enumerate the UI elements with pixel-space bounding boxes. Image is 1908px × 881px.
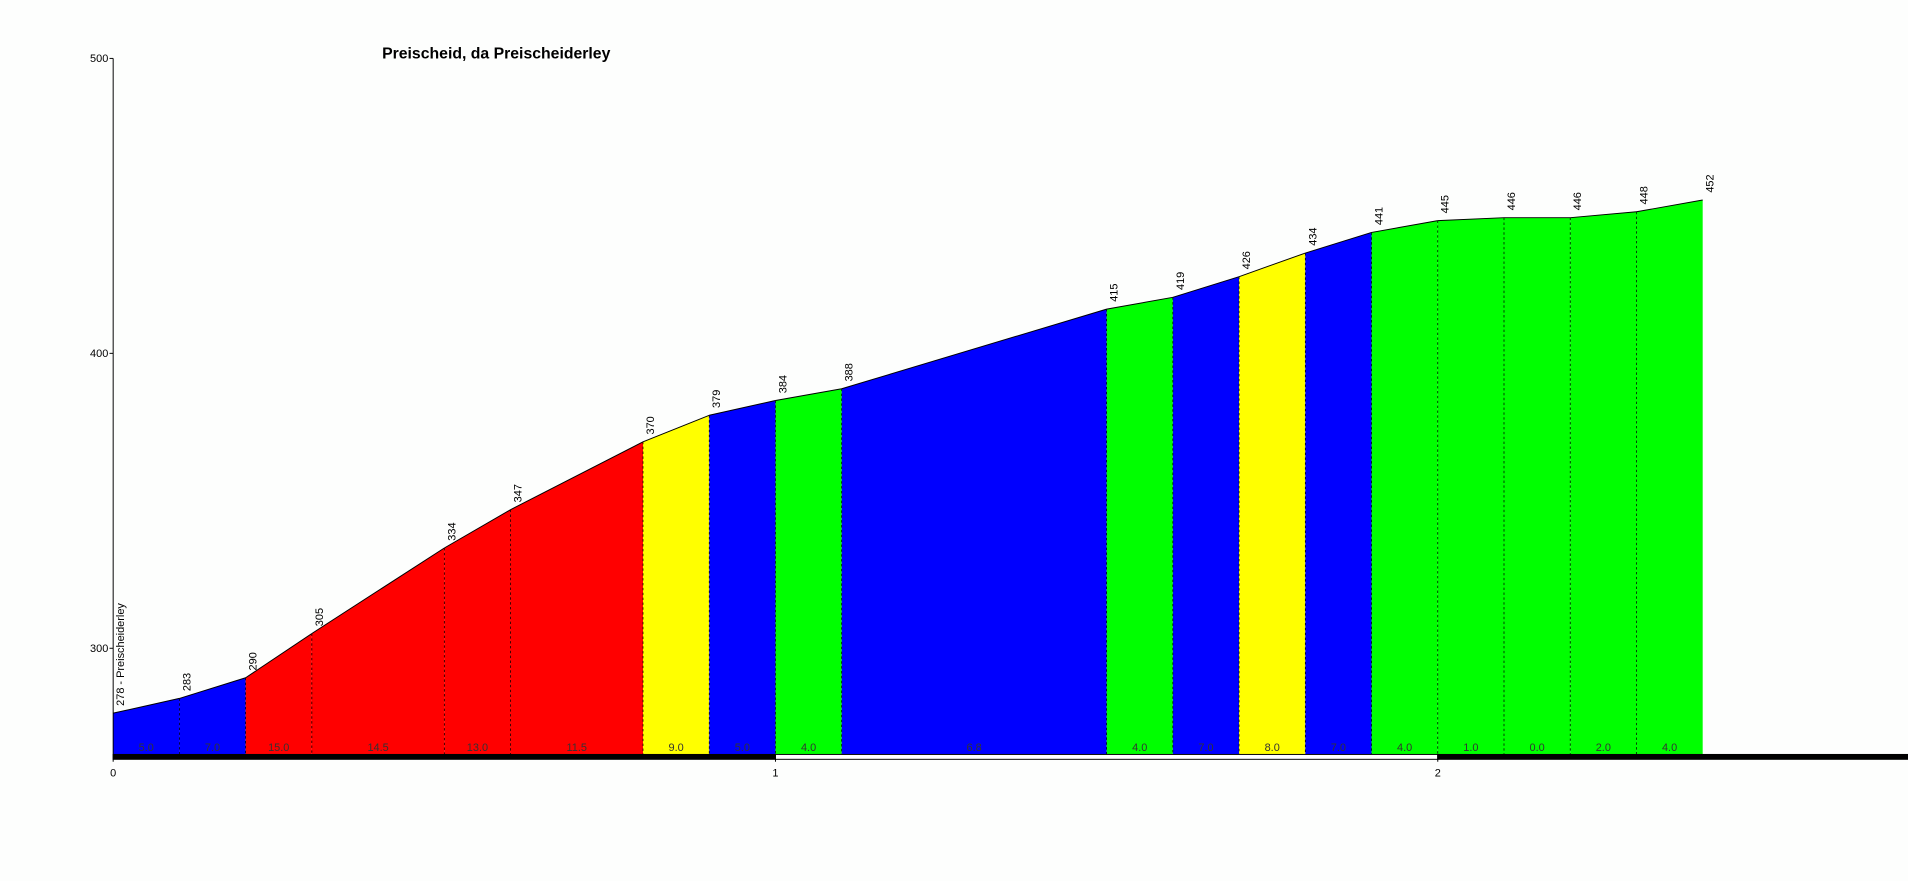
profile-edge xyxy=(1238,252,1306,278)
elevation-label: 305 xyxy=(314,608,326,626)
segment xyxy=(1570,211,1637,755)
elevation-label: 290 xyxy=(248,652,260,670)
segment-gradient: 8.0 xyxy=(1265,742,1280,754)
segment xyxy=(841,309,1107,755)
segment-gradient: 9.0 xyxy=(669,742,684,754)
y-tick-label: 400 xyxy=(90,348,108,360)
segment-gradient: 14.5 xyxy=(367,742,388,754)
segment-gradient: 15.0 xyxy=(268,742,289,754)
profile-edge xyxy=(1437,217,1505,222)
segment-gradient: 5.0 xyxy=(139,742,154,754)
segment xyxy=(1305,232,1372,755)
profile-edge xyxy=(113,697,180,714)
elevation-label: 434 xyxy=(1307,228,1319,246)
segment xyxy=(1636,199,1703,755)
segment-gradient: 4.0 xyxy=(1132,742,1147,754)
elevation-label: 446 xyxy=(1506,192,1518,210)
segment-gradient: 7.0 xyxy=(1198,742,1213,754)
segment-gradient: 4.0 xyxy=(1397,742,1412,754)
elevation-label: 448 xyxy=(1638,186,1650,204)
profile-edge xyxy=(179,677,246,699)
profile-edge xyxy=(311,547,445,634)
segment xyxy=(1503,217,1571,755)
elevation-label: 452 xyxy=(1705,174,1717,192)
segment-gradient: 7.0 xyxy=(205,742,220,754)
elevation-label: 384 xyxy=(777,375,789,393)
elevation-label: 283 xyxy=(181,673,193,691)
segment-gradient: 6.8 xyxy=(967,742,982,754)
segment-gradient: 0.0 xyxy=(1530,742,1545,754)
segment-gradient: 4.0 xyxy=(801,742,816,754)
x-tick-label: 0 xyxy=(110,767,116,779)
profile-edge xyxy=(642,414,710,443)
profile-edge xyxy=(444,509,511,549)
segment xyxy=(245,633,312,755)
profile-edge xyxy=(841,308,1107,390)
segment-gradient: 5.0 xyxy=(735,742,750,754)
segment-gradient: 13.0 xyxy=(467,742,488,754)
profile-edge xyxy=(775,388,842,402)
distance-bar xyxy=(774,753,1439,760)
profile-edge xyxy=(1570,211,1637,219)
elevation-label: 445 xyxy=(1440,195,1452,213)
y-tick-label: 500 xyxy=(90,53,108,65)
profile-edge xyxy=(1172,276,1240,298)
elevation-label: 347 xyxy=(512,484,524,502)
y-tick-label: 300 xyxy=(90,643,108,655)
segment-gradient: 7.0 xyxy=(1331,742,1346,754)
elevation-label: 388 xyxy=(844,363,856,381)
elevation-label: 334 xyxy=(446,522,458,540)
segment xyxy=(113,698,180,755)
profile-edge xyxy=(1305,231,1372,254)
segment-gradient: 2.0 xyxy=(1596,742,1611,754)
segment xyxy=(444,509,511,755)
elevation-label: 419 xyxy=(1175,272,1187,290)
elevation-label: 415 xyxy=(1109,284,1121,302)
segment-gradient: 1.0 xyxy=(1463,742,1478,754)
segment xyxy=(1106,297,1173,755)
x-tick-label: 1 xyxy=(772,767,778,779)
elevation-label: 370 xyxy=(645,416,657,434)
elevation-label: 446 xyxy=(1572,192,1584,210)
profile-edge xyxy=(510,441,644,511)
chart-title: Preischeid, da Preischeiderley xyxy=(382,45,611,62)
elevation-label: 379 xyxy=(711,390,723,408)
elevation-label: 441 xyxy=(1373,207,1385,225)
segment-gradient: 4.0 xyxy=(1662,742,1677,754)
profile-edge xyxy=(1106,296,1173,310)
profile-edge xyxy=(709,400,776,416)
x-tick-label: 2 xyxy=(1435,767,1441,779)
profile-edge xyxy=(245,633,313,679)
profile-edge xyxy=(1371,220,1438,233)
elevation-label: 426 xyxy=(1241,251,1253,269)
segment xyxy=(311,547,445,755)
segment xyxy=(775,388,842,755)
profile-edge xyxy=(1636,199,1703,213)
segment xyxy=(1239,253,1306,755)
segment xyxy=(1172,276,1240,755)
elevation-label: 278 - Preischeiderley xyxy=(115,603,127,706)
segment-gradient: 11.5 xyxy=(567,742,587,754)
distance-bar xyxy=(1437,753,1908,760)
segment xyxy=(643,415,710,755)
segment xyxy=(709,400,776,755)
distance-bar xyxy=(112,753,776,760)
segment xyxy=(510,441,644,755)
segment xyxy=(1371,220,1438,755)
segment xyxy=(179,677,246,755)
segment xyxy=(1437,217,1504,755)
